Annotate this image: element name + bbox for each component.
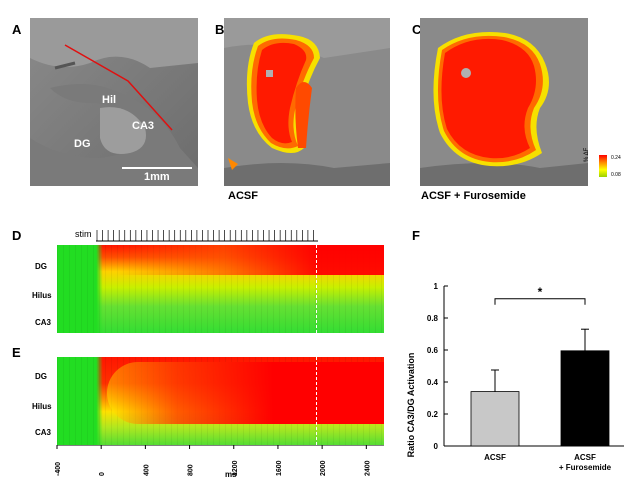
scale-bar-label: 1mm <box>144 171 170 183</box>
time-axis-tick-label: -400 <box>55 462 62 476</box>
kymograph-e <box>57 357 384 445</box>
significance-marker: * <box>538 285 543 299</box>
panel-b-letter: B <box>215 22 225 37</box>
acsf-activation-map <box>224 18 390 186</box>
hilus-label: Hil <box>102 94 117 106</box>
significance-bracket <box>494 298 586 305</box>
y-axis-tick-label: 0.6 <box>427 346 439 355</box>
ratio-bar-chart: Ratio CA3/DG Activation 0 0.2 0.4 0.6 0.8 1 A… <box>406 282 624 472</box>
stim-train <box>96 230 318 242</box>
kymograph-d-row-ca3: CA3 <box>35 318 52 327</box>
category-label: ACSF <box>484 453 506 462</box>
furosemide-activation-map <box>420 18 588 186</box>
kymograph-e-row-hilus: Hilus <box>32 402 52 411</box>
kymograph-d-hot-zone <box>117 245 384 275</box>
panel-a-letter: A <box>12 22 22 37</box>
acsf-caption: ACSF <box>228 190 258 202</box>
time-axis-tick-label: 1600 <box>276 460 283 476</box>
kymograph-e-row-dg: DG <box>35 372 47 381</box>
y-axis-tick-label: 0.4 <box>427 378 439 387</box>
category-label: ACSF <box>574 453 596 462</box>
time-axis-tick-label: 2400 <box>364 460 371 476</box>
brightfield-slice-image: Hil CA3 DG 1mm <box>30 18 198 186</box>
y-axis-tick-label: 0.2 <box>427 410 439 419</box>
ca3-label: CA3 <box>132 120 155 132</box>
stim-end-marker-e <box>316 357 317 445</box>
panel-e-letter: E <box>12 345 21 360</box>
y-axis-tick-label: 1 <box>434 282 439 291</box>
bar <box>560 350 610 447</box>
stim-label: stim <box>75 229 92 239</box>
time-axis-tick-label: 400 <box>143 464 150 476</box>
kymograph-d-row-dg: DG <box>35 262 47 271</box>
time-axis-tick-label: 2000 <box>320 460 327 476</box>
bar <box>470 391 520 447</box>
colorbar <box>599 155 607 177</box>
colorbar-unit-label: % ΔF <box>584 147 590 162</box>
stim-end-marker <box>316 245 317 333</box>
kymograph-e-row-ca3: CA3 <box>35 428 52 437</box>
time-axis-title: ms <box>225 470 237 479</box>
panel-d-letter: D <box>12 228 22 243</box>
kymograph-d-row-hilus: Hilus <box>32 291 52 300</box>
colorbar-max-label: 0.24 <box>611 155 621 161</box>
furosemide-caption: ACSF + Furosemide <box>421 190 526 202</box>
panel-c-letter: C <box>412 22 422 37</box>
category-label: + Furosemide <box>559 463 612 472</box>
y-axis-tick-label: 0.8 <box>427 314 439 323</box>
colorbar-min-label: 0.08 <box>611 172 621 178</box>
dg-label: DG <box>74 138 91 150</box>
time-axis-tick-label: 800 <box>188 464 195 476</box>
time-axis-tick-label: 0 <box>99 472 106 476</box>
time-axis: -400 0 400 800 1200 1600 2000 2400 <box>55 445 384 476</box>
panel-f-letter: F <box>412 228 420 243</box>
time-axis-tick-label: 1200 <box>232 460 239 476</box>
kymograph-d <box>57 245 384 333</box>
kymograph-e-hot-zone <box>107 362 384 424</box>
y-axis-title: Ratio CA3/DG Activation <box>406 353 416 458</box>
y-axis-tick-label: 0 <box>434 442 439 451</box>
